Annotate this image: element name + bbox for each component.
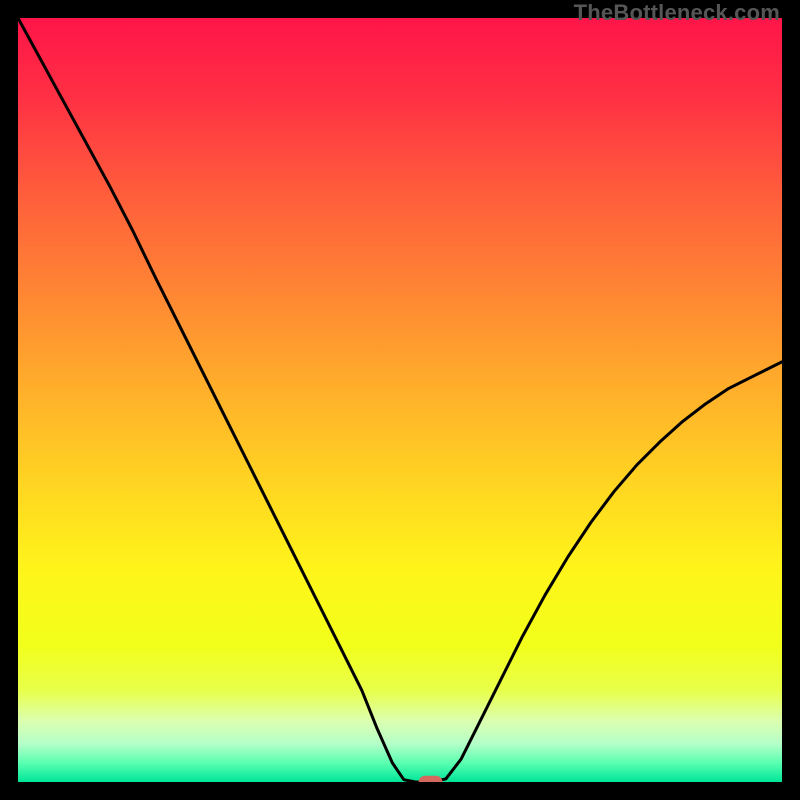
bottleneck-curve-chart: [18, 18, 782, 782]
plot-area: [18, 18, 782, 782]
gradient-background: [18, 18, 782, 782]
watermark-label: TheBottleneck.com: [574, 0, 780, 26]
chart-frame: TheBottleneck.com: [0, 0, 800, 800]
optimal-point-marker: [419, 776, 442, 782]
